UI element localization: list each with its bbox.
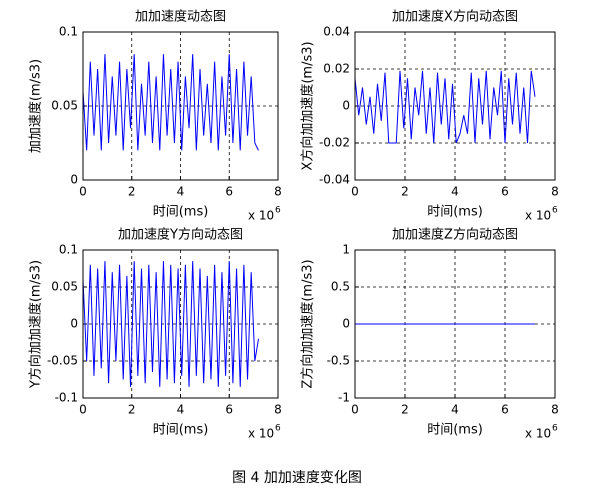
chart-title: 加加速度X方向动态图 bbox=[392, 9, 518, 25]
chart-title: 加加速度Y方向动态图 bbox=[118, 227, 243, 243]
y-axis-label: X方向加加速度(m/s3) bbox=[300, 41, 316, 170]
y-tick-label: 0.02 bbox=[323, 62, 350, 76]
x-tick-label: 0 bbox=[79, 403, 87, 417]
y-tick-label: 0.04 bbox=[323, 25, 350, 39]
x-tick-label: 0 bbox=[351, 185, 359, 199]
x-tick-label: 8 bbox=[551, 185, 559, 199]
data-line bbox=[354, 70, 536, 144]
x-tick-label: 2 bbox=[401, 185, 409, 199]
y-tick-label: -0.1 bbox=[55, 391, 78, 405]
y-tick-label: 0.1 bbox=[59, 243, 78, 257]
x-tick-label: 8 bbox=[274, 403, 282, 417]
x-exponent: 6 bbox=[552, 424, 558, 434]
y-tick-label: 0 bbox=[70, 317, 78, 331]
x-tick-label: 8 bbox=[551, 403, 559, 417]
x-tick-label: 4 bbox=[451, 185, 459, 199]
figure-caption: 图 4 加加速度变化图 bbox=[232, 470, 362, 486]
x-tick-label: 8 bbox=[274, 185, 282, 199]
x-tick-label: 6 bbox=[225, 185, 233, 199]
x-tick-label: 4 bbox=[451, 403, 459, 417]
x-tick-label: 2 bbox=[128, 403, 136, 417]
y-tick-label: -0.02 bbox=[319, 136, 350, 150]
y-tick-label: 0 bbox=[70, 173, 78, 187]
x-tick-label: 2 bbox=[128, 185, 136, 199]
x-tick-label: 6 bbox=[501, 403, 509, 417]
y-tick-label: 0.1 bbox=[59, 25, 78, 39]
x-tick-label: 6 bbox=[501, 185, 509, 199]
x-tick-label: 4 bbox=[177, 403, 185, 417]
x-axis-label: 时间(ms) bbox=[153, 423, 209, 438]
y-axis-label: 加加速度(m/s3) bbox=[28, 59, 44, 153]
y-tick-label: 0.05 bbox=[51, 99, 78, 113]
axes-box bbox=[82, 249, 279, 399]
y-tick-label: 0.5 bbox=[331, 280, 350, 294]
x-axis-label: 时间(ms) bbox=[153, 205, 209, 220]
y-tick-label: -0.05 bbox=[47, 354, 78, 368]
chart-title: 加加速度Z方向动态图 bbox=[392, 227, 518, 243]
chart-title: 加加速度动态图 bbox=[135, 9, 226, 25]
x-multiplier: x 10 bbox=[248, 209, 274, 223]
y-tick-label: 1 bbox=[342, 243, 350, 257]
x-exponent: 6 bbox=[275, 424, 281, 434]
y-tick-label: -1 bbox=[338, 391, 350, 405]
x-axis-label: 时间(ms) bbox=[427, 205, 483, 220]
y-tick-label: 0 bbox=[342, 317, 350, 331]
x-multiplier: x 10 bbox=[525, 427, 551, 441]
axes-box bbox=[354, 249, 556, 399]
x-tick-label: 2 bbox=[401, 403, 409, 417]
y-tick-label: -0.04 bbox=[319, 173, 350, 187]
x-tick-label: 4 bbox=[177, 185, 185, 199]
x-tick-label: 0 bbox=[79, 185, 87, 199]
axes-box bbox=[82, 31, 279, 181]
x-exponent: 6 bbox=[275, 206, 281, 216]
x-multiplier: x 10 bbox=[525, 209, 551, 223]
y-tick-label: 0 bbox=[342, 99, 350, 113]
x-exponent: 6 bbox=[552, 206, 558, 216]
x-axis-label: 时间(ms) bbox=[427, 423, 483, 438]
data-line bbox=[82, 261, 259, 387]
y-axis-label: Y方向加加速度(m/s3) bbox=[28, 260, 44, 389]
y-tick-label: 0.05 bbox=[51, 280, 78, 294]
x-tick-label: 0 bbox=[351, 403, 359, 417]
y-tick-label: -0.5 bbox=[327, 354, 350, 368]
y-axis-label: Z方向加加速度(m/s3) bbox=[300, 259, 316, 388]
axes-box bbox=[354, 31, 556, 181]
data-line bbox=[82, 54, 259, 151]
x-multiplier: x 10 bbox=[248, 427, 274, 441]
x-tick-label: 6 bbox=[225, 403, 233, 417]
